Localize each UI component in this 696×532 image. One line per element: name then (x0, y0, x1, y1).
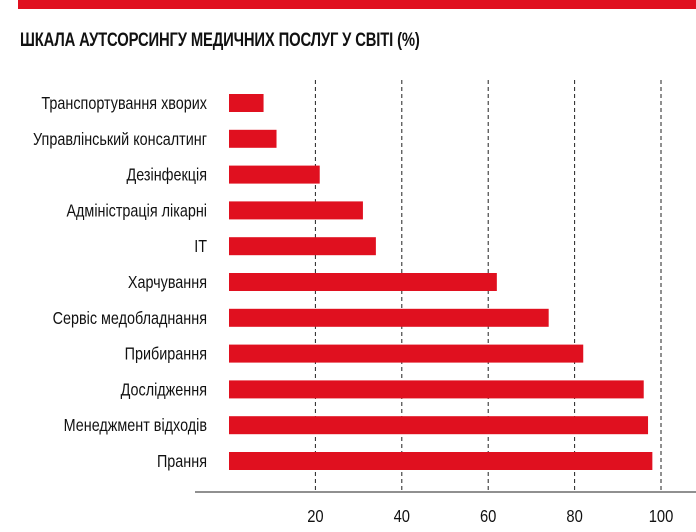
bar (229, 308, 549, 327)
x-tick-label: 20 (307, 507, 323, 527)
category-label: Сервіс медобладнання (53, 308, 207, 328)
chart-title: ШКАЛА АУТСОРСИНГУ МЕДИЧНИХ ПОСЛУГ У СВІТ… (20, 30, 420, 51)
bar (229, 416, 649, 435)
category-label: Прибирання (125, 344, 207, 364)
category-label: Менеджмент відходів (64, 416, 207, 436)
x-tick-label: 80 (566, 507, 582, 527)
bar (229, 452, 653, 470)
category-label: Управлінський консалтинг (33, 129, 207, 149)
bars-layer (229, 94, 653, 470)
x-tick-label: 40 (394, 507, 410, 527)
bar (229, 94, 264, 112)
x-tick-labels: 20 40 60 80 100 (307, 507, 673, 527)
bar (229, 237, 376, 256)
category-label: Дезінфекція (126, 165, 207, 185)
bar (229, 201, 363, 220)
bar (229, 273, 497, 291)
category-label: Харчування (128, 273, 207, 293)
x-tick-label: 100 (649, 507, 674, 527)
category-label: Транспортування хворих (41, 94, 207, 114)
bar (229, 380, 644, 399)
top-accent-bar (18, 0, 696, 9)
bar (229, 165, 320, 184)
bar (229, 344, 584, 363)
category-label: Дослідження (121, 380, 207, 400)
category-label: IT (194, 237, 207, 257)
category-label: Адміністрація лікарні (66, 201, 207, 221)
bar (229, 129, 277, 148)
x-tick-label: 60 (480, 507, 496, 527)
category-labels: Транспортування хворих Управлінський конс… (33, 94, 207, 472)
category-label: Прання (157, 452, 207, 472)
